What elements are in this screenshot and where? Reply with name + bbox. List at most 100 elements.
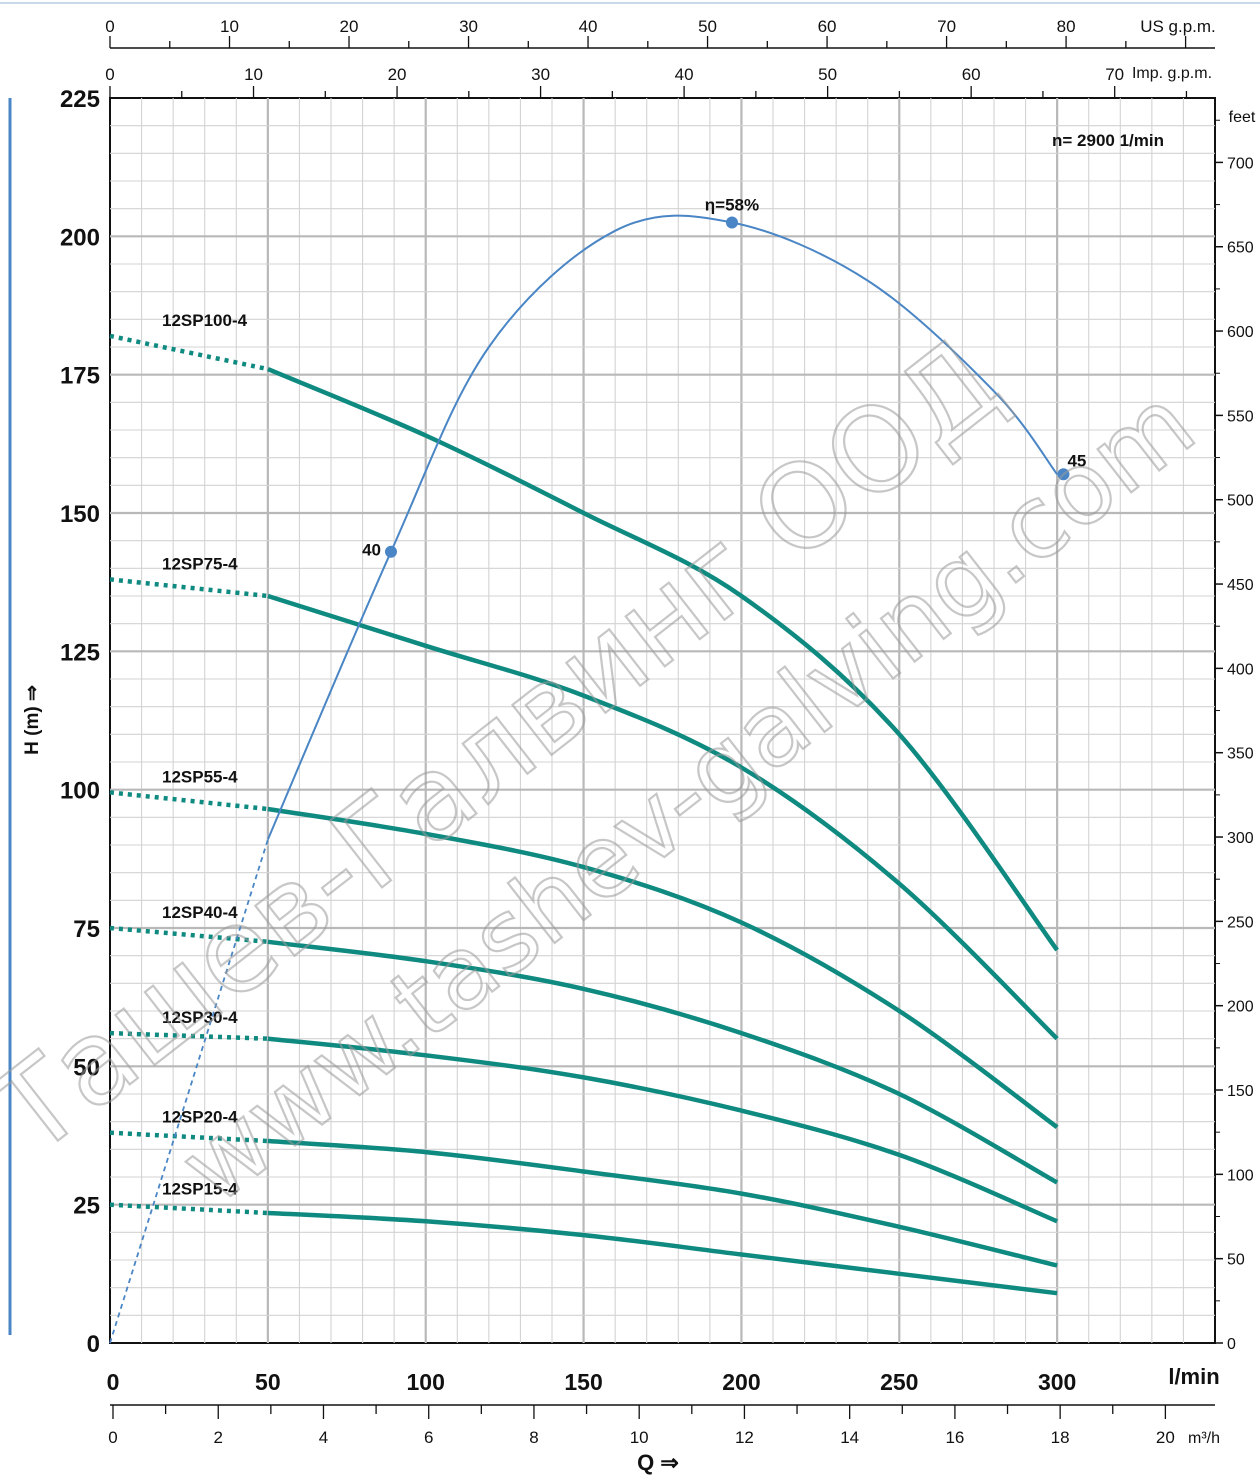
y-tick-label: 200: [60, 224, 100, 251]
us-gpm-label: US g.p.m.: [1140, 17, 1216, 36]
series-12sp100-4: 12SP100-4: [109, 311, 1059, 952]
m3h-tick-label: 8: [529, 1428, 538, 1447]
us-gpm-tick-label: 0: [105, 17, 114, 36]
feet-tick-label: 0: [1227, 1336, 1236, 1353]
us-gpm-tick-label: 60: [818, 17, 837, 36]
m3h-tick-label: 2: [214, 1428, 223, 1447]
axes: [0, 2, 1260, 1419]
m3h-label: m³/h: [1188, 1430, 1220, 1447]
feet-tick-label: 400: [1227, 661, 1254, 678]
x-tick-label: 50: [255, 1369, 281, 1395]
x-axis-label: Q ⇒: [637, 1450, 679, 1475]
grid: [109, 97, 1216, 1344]
us-gpm-tick-label: 20: [340, 17, 359, 36]
series-12sp15-4: 12SP15-4: [109, 1180, 1058, 1296]
series-dotted-segment: [109, 790, 269, 812]
series-12sp75-4: 12SP75-4: [109, 554, 1059, 1041]
x-tick-label: 150: [564, 1369, 602, 1395]
imp-gpm-tick-label: 10: [244, 65, 263, 84]
imp-gpm-tick-label: 20: [388, 65, 407, 84]
efficiency-layer: 40 η=58% 45: [109, 196, 1086, 1344]
series-12sp20-4: 12SP20-4: [109, 1108, 1058, 1268]
watermark-line1: Ташев-Галвинг ООД: [0, 313, 1026, 1181]
m3h-tick-label: 10: [630, 1428, 649, 1447]
series-dotted-segment: [109, 1130, 269, 1144]
imp-gpm-tick-label: 40: [675, 65, 694, 84]
m3h-tick-label: 4: [319, 1428, 328, 1447]
efficiency-point: [725, 216, 738, 229]
feet-tick-label: 150: [1227, 1083, 1254, 1100]
series-dotted-segment: [109, 333, 269, 372]
m3h-tick-label: 18: [1051, 1428, 1070, 1447]
y-tick-label: 0: [87, 1331, 100, 1358]
series-label: 12SP15-4: [162, 1180, 238, 1199]
series-line: [267, 593, 1059, 1041]
m3h-tick-label: 20: [1156, 1428, 1175, 1447]
m3h-tick-label: 16: [945, 1428, 964, 1447]
us-gpm-tick-label: 40: [579, 17, 598, 36]
series-label: 12SP20-4: [162, 1108, 238, 1127]
feet-tick-label: 700: [1227, 155, 1254, 172]
feet-tick-label: 600: [1227, 324, 1254, 341]
efficiency-point-label: 45: [1067, 451, 1086, 470]
m3h-tick-label: 0: [108, 1428, 117, 1447]
series-line: [267, 806, 1059, 1130]
series-label: 12SP30-4: [162, 1008, 238, 1027]
us-gpm-tick-label: 30: [459, 17, 478, 36]
us-gpm-tick-label: 80: [1057, 17, 1076, 36]
imp-gpm-tick-label: 50: [818, 65, 837, 84]
imp-gpm-tick-label: 30: [531, 65, 550, 84]
speed-label: n= 2900 1/min: [1052, 131, 1164, 150]
efficiency-point: [1057, 468, 1070, 481]
feet-tick-label: 650: [1227, 240, 1254, 257]
imp-gpm-tick-label: 70: [1105, 65, 1124, 84]
series-12sp55-4: 12SP55-4: [109, 767, 1059, 1130]
series-line: [267, 939, 1059, 1185]
m3h-tick-label: 6: [424, 1428, 433, 1447]
series-dotted-segment: [109, 577, 269, 599]
series-label: 12SP40-4: [162, 903, 238, 922]
feet-label: feet: [1229, 109, 1256, 126]
efficiency-curve: [266, 214, 1058, 840]
x-tick-label: 200: [722, 1369, 760, 1395]
y-tick-label: 50: [73, 1054, 100, 1081]
series-line: [267, 1036, 1058, 1224]
efficiency-dashed-segment: [109, 839, 269, 1344]
series-12sp40-4: 12SP40-4: [109, 903, 1059, 1185]
y-tick-label: 225: [60, 86, 100, 113]
us-gpm-tick-label: 50: [698, 17, 717, 36]
y-tick-label: 75: [73, 916, 100, 943]
feet-tick-label: 350: [1227, 746, 1254, 763]
x-tick-label: 300: [1038, 1369, 1076, 1395]
series-line: [267, 1210, 1058, 1296]
feet-tick-label: 550: [1227, 408, 1254, 425]
x-tick-label: 0: [107, 1369, 120, 1395]
y-axis-label: H (m) ⇒: [22, 685, 43, 755]
series-12sp30-4: 12SP30-4: [109, 1008, 1058, 1224]
feet-tick-label: 250: [1227, 914, 1254, 931]
x-tick-label: 250: [880, 1369, 918, 1395]
y-tick-label: 150: [60, 501, 100, 528]
feet-tick-label: 200: [1227, 999, 1254, 1016]
y-tick-label: 100: [60, 778, 100, 805]
series-dotted-segment: [109, 1202, 269, 1216]
imp-gpm-tick-label: 0: [105, 65, 114, 84]
series-label: 12SP75-4: [162, 554, 238, 573]
y-tick-label: 175: [60, 363, 100, 390]
series-dotted-segment: [109, 1030, 268, 1041]
series-dotted-segment: [109, 925, 269, 945]
y-tick-label: 125: [60, 639, 100, 666]
m3h-tick-label: 12: [735, 1428, 754, 1447]
series-line: [267, 1138, 1058, 1268]
watermark: Ташев-Галвинг ООД www.tashev-galving.com: [0, 312, 1217, 1227]
efficiency-point: [384, 545, 397, 558]
plot-frame: [109, 97, 1216, 1344]
feet-tick-label: 100: [1227, 1167, 1254, 1184]
series-line: [267, 367, 1059, 952]
m3h-tick-label: 14: [840, 1428, 859, 1447]
efficiency-point-label: η=58%: [705, 196, 759, 215]
series-layer: 12SP100-4 12SP75-4 12SP55-4 12SP40-4 12SP30-…: [109, 311, 1059, 1296]
feet-tick-label: 500: [1227, 493, 1254, 510]
